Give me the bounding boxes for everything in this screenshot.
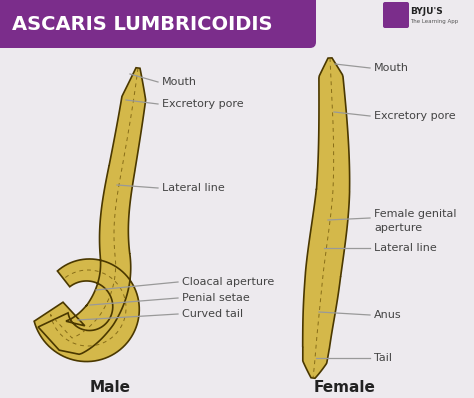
Text: The Learning App: The Learning App [410, 20, 458, 25]
Text: Anus: Anus [374, 310, 401, 320]
FancyBboxPatch shape [0, 0, 316, 48]
Text: Mouth: Mouth [162, 77, 197, 87]
Text: Excretory pore: Excretory pore [162, 99, 244, 109]
Text: Cloacal aperture: Cloacal aperture [182, 277, 274, 287]
Text: Female genital: Female genital [374, 209, 456, 219]
Text: BYJU'S: BYJU'S [410, 8, 443, 16]
Text: Female: Female [314, 380, 376, 396]
Text: Lateral line: Lateral line [374, 243, 437, 253]
Text: Male: Male [90, 380, 130, 396]
Text: ASCARIS LUMBRICOIDIS: ASCARIS LUMBRICOIDIS [12, 14, 273, 33]
Text: aperture: aperture [374, 223, 422, 233]
Text: Excretory pore: Excretory pore [374, 111, 456, 121]
Polygon shape [303, 58, 350, 378]
Text: Lateral line: Lateral line [162, 183, 225, 193]
Text: Mouth: Mouth [374, 63, 409, 73]
Text: Curved tail: Curved tail [182, 309, 243, 319]
Text: Penial setae: Penial setae [182, 293, 250, 303]
Polygon shape [34, 68, 146, 361]
Text: Tail: Tail [374, 353, 392, 363]
FancyBboxPatch shape [383, 2, 409, 28]
